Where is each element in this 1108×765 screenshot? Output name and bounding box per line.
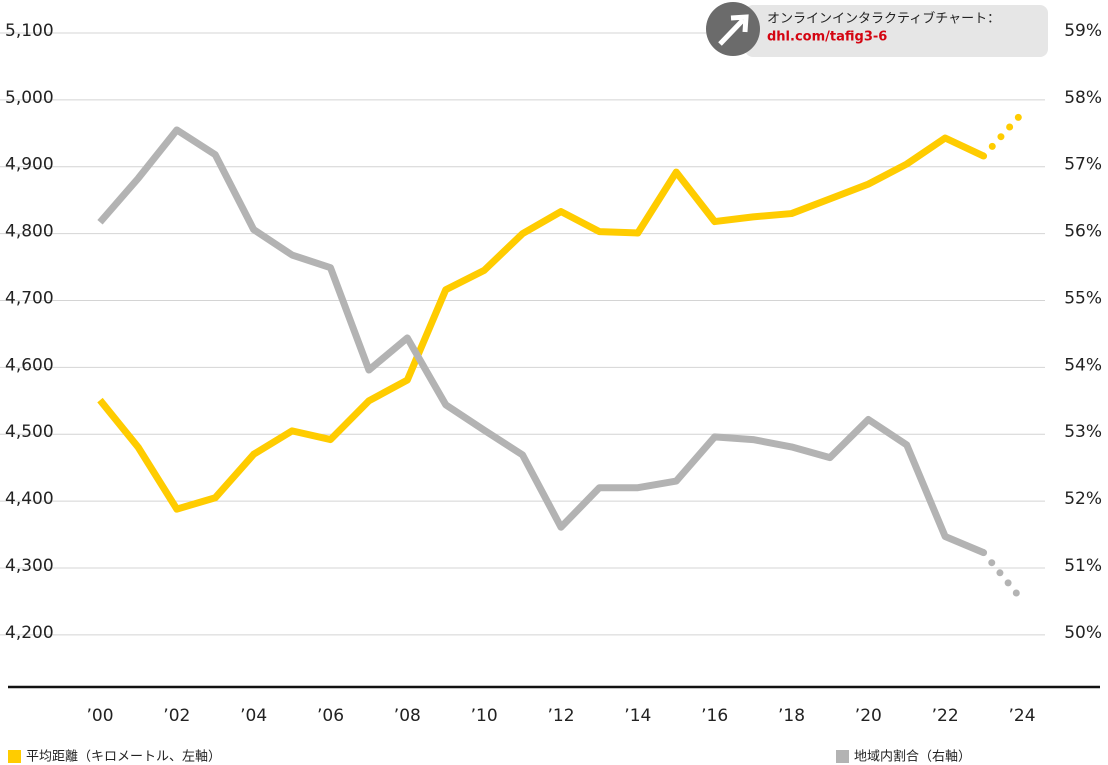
x-tick-label: ’14 xyxy=(624,706,651,726)
y-tick-label: 4,800 xyxy=(5,222,54,242)
x-tick-label: ’02 xyxy=(163,706,190,726)
x-tick-label: ’04 xyxy=(240,706,267,726)
x-tick-label: ’10 xyxy=(471,706,498,726)
legend-swatch xyxy=(8,750,21,763)
y2-tick-label: 58% xyxy=(1064,88,1102,108)
series-projection xyxy=(980,549,1026,604)
x-tick-label: ’18 xyxy=(778,706,805,726)
y2-tick-label: 50% xyxy=(1064,623,1102,643)
link-badge[interactable] xyxy=(745,5,1048,57)
x-tick-label: ’24 xyxy=(1008,706,1035,726)
y-tick-label: 4,200 xyxy=(5,623,54,643)
y-tick-label: 4,900 xyxy=(5,155,54,175)
series-projection xyxy=(980,109,1026,160)
series-line xyxy=(97,126,985,556)
y-tick-label: 4,700 xyxy=(5,288,54,308)
x-tick-label: ’08 xyxy=(394,706,421,726)
y2-tick-label: 56% xyxy=(1064,222,1102,242)
link-url[interactable]: dhl.com/tafig3-6 xyxy=(767,30,887,45)
y2-tick-label: 54% xyxy=(1064,355,1102,375)
y2-tick-label: 52% xyxy=(1064,489,1102,509)
series-line xyxy=(97,134,986,513)
y-tick-label: 4,600 xyxy=(5,355,54,375)
y2-tick-label: 59% xyxy=(1064,21,1102,41)
x-tick-label: ’22 xyxy=(932,706,959,726)
y2-tick-label: 55% xyxy=(1064,288,1102,308)
x-tick-label: ’16 xyxy=(701,706,728,726)
link-label: オンラインインタラクティブチャート： xyxy=(767,11,1000,27)
link-arrow xyxy=(718,14,749,46)
y2-tick-label: 57% xyxy=(1064,155,1102,175)
x-tick-label: ’20 xyxy=(855,706,882,726)
y2-tick-label: 53% xyxy=(1064,422,1102,442)
x-tick-label: ’12 xyxy=(547,706,574,726)
x-tick-label: ’00 xyxy=(86,706,113,726)
legend-label: 平均距離（キロメートル、左軸） xyxy=(26,750,221,765)
y2-tick-label: 51% xyxy=(1064,556,1102,576)
y-tick-label: 5,100 xyxy=(5,21,54,41)
legend-label: 地域内割合（右軸） xyxy=(854,749,971,765)
y-tick-label: 4,400 xyxy=(5,489,54,509)
y-tick-label: 5,000 xyxy=(5,88,54,108)
y-tick-label: 4,300 xyxy=(5,556,54,576)
legend-swatch xyxy=(836,750,849,763)
x-tick-label: ’06 xyxy=(317,706,344,726)
y-tick-label: 4,500 xyxy=(5,422,54,442)
